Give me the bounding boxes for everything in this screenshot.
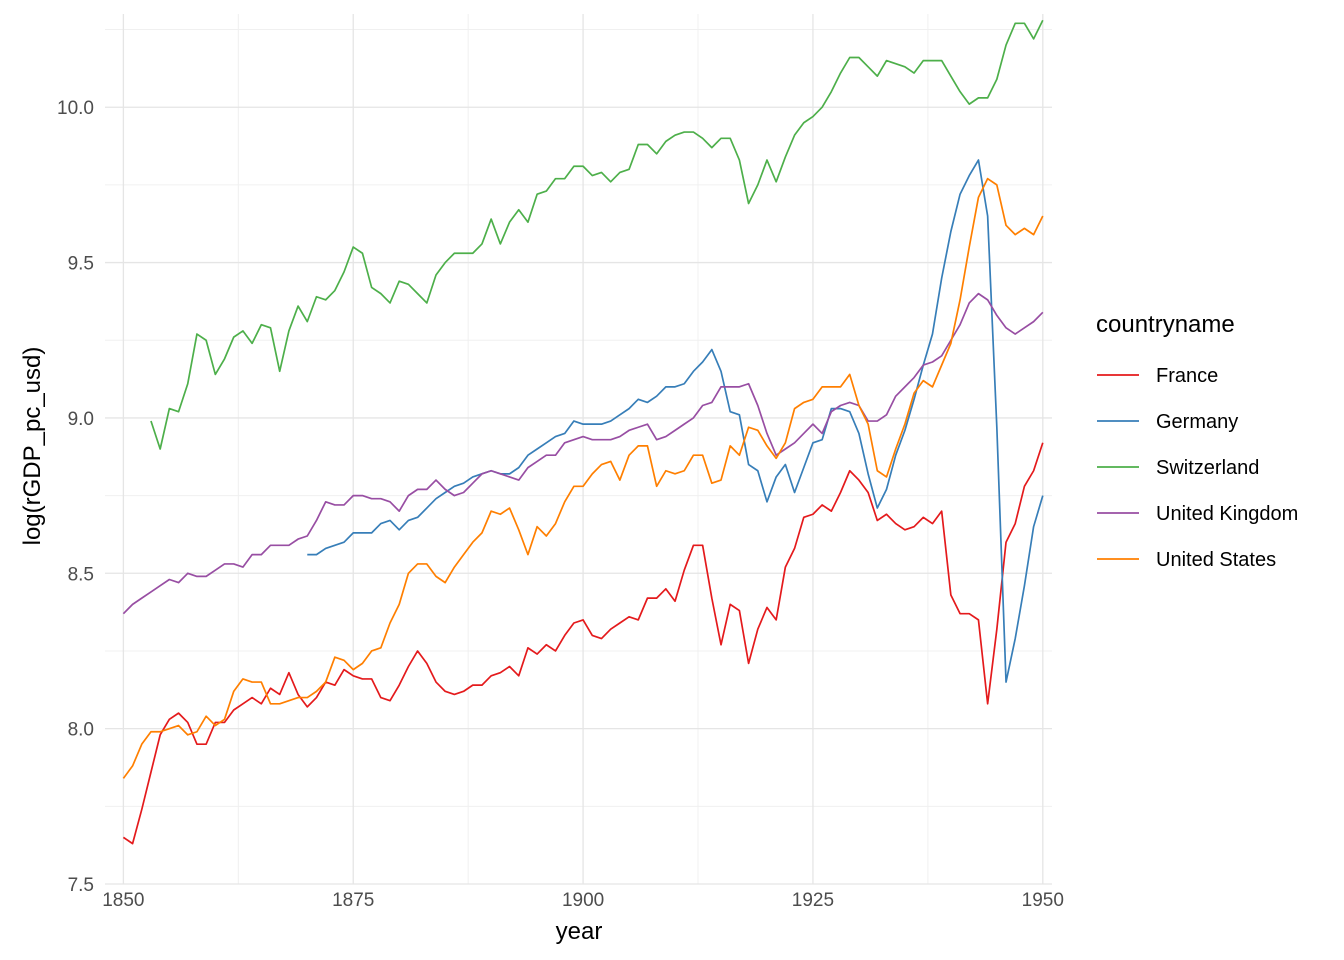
x-axis-title: year [556,918,603,945]
legend-label-united-states: United States [1156,549,1276,571]
legend: countryname France Germany Switzerland Unit… [1096,311,1298,571]
y-tick-label: 10.0 [57,98,94,119]
x-tick-label: 1925 [792,890,834,911]
series-line-germany [307,159,1044,683]
x-tick-label: 1950 [1022,890,1064,911]
x-tick-label: 1900 [562,890,604,911]
series-lines [122,19,1044,845]
x-tick-label: 1875 [332,890,374,911]
series-line-switzerland [150,19,1044,450]
legend-label-france: France [1156,365,1218,387]
y-tick-label: 8.5 [68,564,94,585]
legend-label-switzerland: Switzerland [1156,457,1259,479]
y-tick-label: 7.5 [68,875,94,896]
legend-title: countryname [1096,311,1235,338]
series-line-france [122,442,1044,845]
series-line-united-states [122,177,1044,779]
grid-lines [105,14,1052,885]
y-tick-label: 9.0 [68,409,94,430]
y-tick-label: 9.5 [68,254,94,275]
x-tick-labels: 1850 1875 1900 1925 1950 [102,890,1064,911]
series-line-united-kingdom [122,292,1044,615]
y-tick-labels: 7.5 8.0 8.5 9.0 9.5 10.0 [57,98,94,896]
legend-label-germany: Germany [1156,411,1238,433]
x-tick-label: 1850 [102,890,144,911]
legend-label-united-kingdom: United Kingdom [1156,503,1298,525]
y-tick-label: 8.0 [68,720,94,741]
y-axis-title: log(rGDP_pc_usd) [19,347,46,546]
